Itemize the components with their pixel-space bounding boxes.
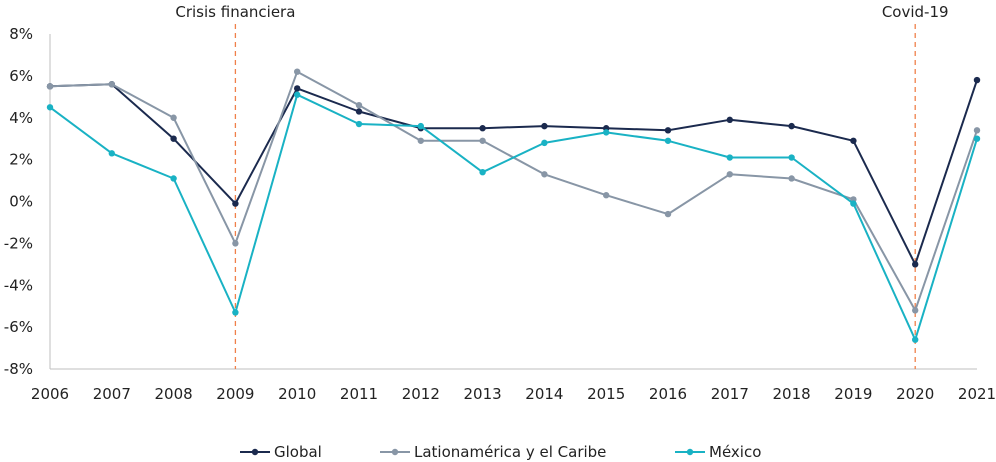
legend-label: México: [709, 443, 761, 461]
data-point: [46, 104, 54, 111]
y-tick-label: -8%: [4, 360, 33, 378]
y-tick-label: -2%: [4, 234, 33, 252]
x-tick-label: 2016: [649, 385, 687, 403]
data-point: [355, 120, 363, 128]
x-tick-label: 2010: [278, 385, 316, 403]
data-point: [46, 83, 54, 90]
data-point: [170, 114, 177, 121]
data-point: [726, 171, 733, 178]
data-point: [417, 137, 424, 144]
y-tick-label: -4%: [4, 276, 33, 294]
x-tick-label: 2006: [31, 385, 69, 403]
x-tick-label: 2009: [216, 385, 254, 403]
legend-label: Global: [274, 443, 322, 461]
axes: 8% 6% 4% 2% 0% -2% -4% -6% -8% 2006 2007 2008 2009 20…: [4, 25, 996, 403]
y-tick-label: 8%: [9, 25, 33, 43]
legend-swatch-marker: [686, 448, 694, 456]
annotation-label: Covid-19: [882, 3, 949, 21]
data-point: [355, 101, 363, 109]
data-point: [479, 168, 486, 176]
data-point: [108, 150, 116, 157]
annotations: Crisis financiera Covid-19: [175, 3, 949, 369]
data-point: [973, 76, 981, 84]
y-tick-label: 6%: [9, 67, 33, 85]
y-tick-label: 0%: [9, 193, 33, 211]
y-tick-label: -6%: [4, 318, 33, 336]
data-point: [232, 240, 239, 247]
data-point: [664, 137, 672, 144]
x-tick-label: 2015: [587, 385, 625, 403]
annotation-label: Crisis financiera: [175, 3, 295, 21]
data-point: [541, 122, 548, 130]
x-tick-label: 2008: [155, 385, 193, 403]
data-point: [603, 129, 610, 136]
x-tick-label: 2017: [711, 385, 749, 403]
data-point: [603, 192, 610, 199]
data-point: [726, 116, 733, 124]
legend-swatch-marker: [391, 448, 399, 456]
data-point: [788, 175, 795, 182]
x-tick-label: 2019: [834, 385, 872, 403]
data-point: [417, 122, 424, 130]
data-point: [541, 171, 548, 178]
data-point: [294, 91, 301, 98]
data-point: [973, 135, 981, 142]
x-tick-label: 2021: [958, 385, 996, 403]
y-tick-label: 4%: [9, 109, 33, 127]
series-line: [49, 93, 978, 341]
x-tick-label: 2014: [525, 385, 563, 403]
x-tick-label: 2007: [93, 385, 131, 403]
data-point: [294, 68, 301, 75]
data-point: [541, 139, 548, 147]
data-point: [726, 154, 733, 161]
data-point: [479, 125, 486, 132]
series-group: [46, 68, 981, 343]
data-point: [912, 307, 919, 314]
series-line: [49, 79, 978, 266]
data-point: [170, 135, 177, 142]
data-point: [850, 137, 857, 144]
data-point: [664, 127, 672, 134]
x-tick-label: 2020: [896, 385, 934, 403]
data-point: [850, 200, 857, 207]
data-point: [108, 81, 116, 88]
x-tick-label: 2012: [402, 385, 440, 403]
data-point: [170, 175, 177, 182]
legend: Global Lationamérica y el Caribe México: [240, 443, 761, 461]
legend-swatch-marker: [251, 448, 259, 456]
data-point: [479, 137, 486, 144]
data-point: [912, 336, 919, 343]
data-point: [664, 210, 672, 218]
x-tick-label: 2013: [464, 385, 502, 403]
data-point: [788, 122, 795, 130]
data-point: [232, 200, 239, 207]
y-tick-label: 2%: [9, 151, 33, 169]
data-point: [355, 108, 363, 115]
data-point: [294, 85, 301, 92]
data-point: [912, 261, 919, 268]
data-point: [232, 309, 239, 316]
data-point: [788, 154, 795, 161]
data-point: [973, 127, 981, 134]
x-tick-label: 2011: [340, 385, 378, 403]
x-tick-label: 2018: [773, 385, 811, 403]
legend-label: Lationamérica y el Caribe: [414, 443, 606, 461]
